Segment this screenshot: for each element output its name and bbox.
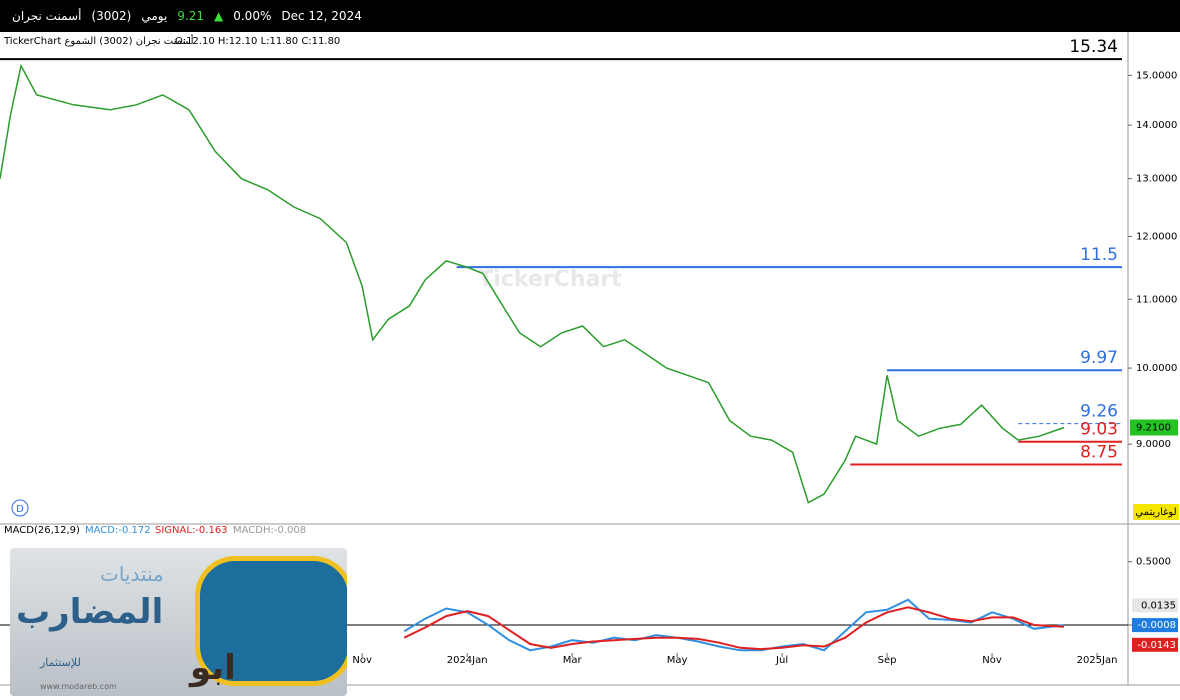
x-tick-label: Nov <box>352 655 372 666</box>
scale-label: لوغاريتمي <box>1135 507 1176 518</box>
value-tag <box>1132 618 1178 633</box>
up-arrow: ▲ <box>214 9 224 23</box>
logo: منتديات المضارب للإستثمار www.modareb.co… <box>10 548 347 696</box>
d-icon-text: D <box>16 504 24 515</box>
header-bar: أسمنت نجران (3002) يومي 9.21 ▲ 0.00% Dec… <box>0 0 1180 32</box>
date: Dec 12, 2024 <box>281 9 362 23</box>
value-tag-label: 0.0135 <box>1141 600 1176 611</box>
macd-title: MACD(26,12,9) <box>4 525 80 536</box>
price-tag <box>1130 419 1178 436</box>
level-label: 9.03 <box>1080 420 1118 440</box>
legend-signal: SIGNAL:-0.163 <box>155 525 228 536</box>
change: 0.00% <box>233 9 272 23</box>
series-line <box>403 598 1065 652</box>
logo-badge <box>195 556 347 686</box>
y-tick-label: 13.0000 <box>1136 174 1177 185</box>
logo-url: www.modareb.com <box>40 682 117 691</box>
level-label: 15.34 <box>1069 37 1118 57</box>
y-tick-label: 14.0000 <box>1136 120 1177 131</box>
ohlc: O:12.10 H:12.10 L:11.80 C:11.80 <box>175 36 340 47</box>
legend-macd: MACD:-0.172 <box>85 525 151 536</box>
logo-author: ابو مسعود <box>190 648 304 696</box>
period: يومي <box>141 9 168 23</box>
price-tag-label: 9.2100 <box>1136 422 1171 433</box>
value-tag <box>1132 598 1178 613</box>
level-label: 9.97 <box>1080 348 1118 368</box>
x-tick-label: May <box>667 655 688 666</box>
level-label: 8.75 <box>1080 442 1118 462</box>
y-tick-label: 10.0000 <box>1136 363 1177 374</box>
d-icon <box>11 499 29 517</box>
series-line <box>403 606 1065 651</box>
x-tick-label: Mar <box>563 655 583 666</box>
value-tag-label: -0.0143 <box>1137 640 1176 651</box>
level-label: 9.26 <box>1080 402 1118 422</box>
logo-text: للإستثمار <box>40 656 81 669</box>
price-title: TickerChart أسمنت نجران (3002) الشموع <box>3 34 194 47</box>
level-label: 11.5 <box>1080 245 1118 265</box>
logo-text: المضارب <box>16 592 164 632</box>
stock-name: أسمنت نجران <box>12 9 82 23</box>
series-line <box>0 63 1065 504</box>
y-tick-label: 15.0000 <box>1136 70 1177 81</box>
y-tick-label: 12.0000 <box>1136 231 1177 242</box>
x-tick-label: 2024Jan <box>447 655 488 666</box>
y-tick-label: 11.0000 <box>1136 294 1177 305</box>
price: 9.21 <box>177 9 204 23</box>
legend-macdh: MACDH:-0.008 <box>233 525 306 536</box>
x-tick-label: 2025Jan <box>1077 655 1118 666</box>
y-tick-label: 0.5000 <box>1136 557 1171 568</box>
value-tag <box>1132 637 1178 652</box>
value-tag-label: -0.0008 <box>1137 620 1176 631</box>
x-tick-label: Nov <box>982 655 1002 666</box>
logo-text: منتديات <box>100 562 164 586</box>
stock-code: (3002) <box>91 9 132 23</box>
watermark: TickerChart <box>478 267 622 292</box>
scale-tag <box>1133 504 1179 520</box>
y-tick-label: 9.0000 <box>1136 439 1171 450</box>
x-tick-label: Sep <box>878 655 897 666</box>
x-tick-label: Jul <box>775 655 788 666</box>
